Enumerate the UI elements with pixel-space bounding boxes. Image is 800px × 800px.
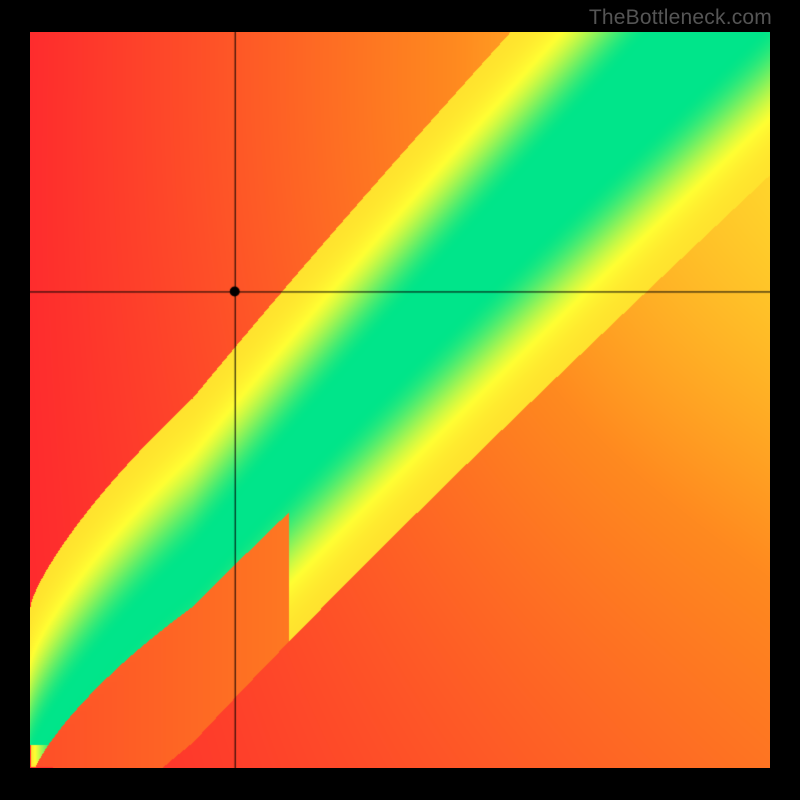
watermark-text: TheBottleneck.com <box>589 6 772 30</box>
heatmap-canvas <box>30 32 770 768</box>
bottleneck-heatmap <box>30 32 770 768</box>
